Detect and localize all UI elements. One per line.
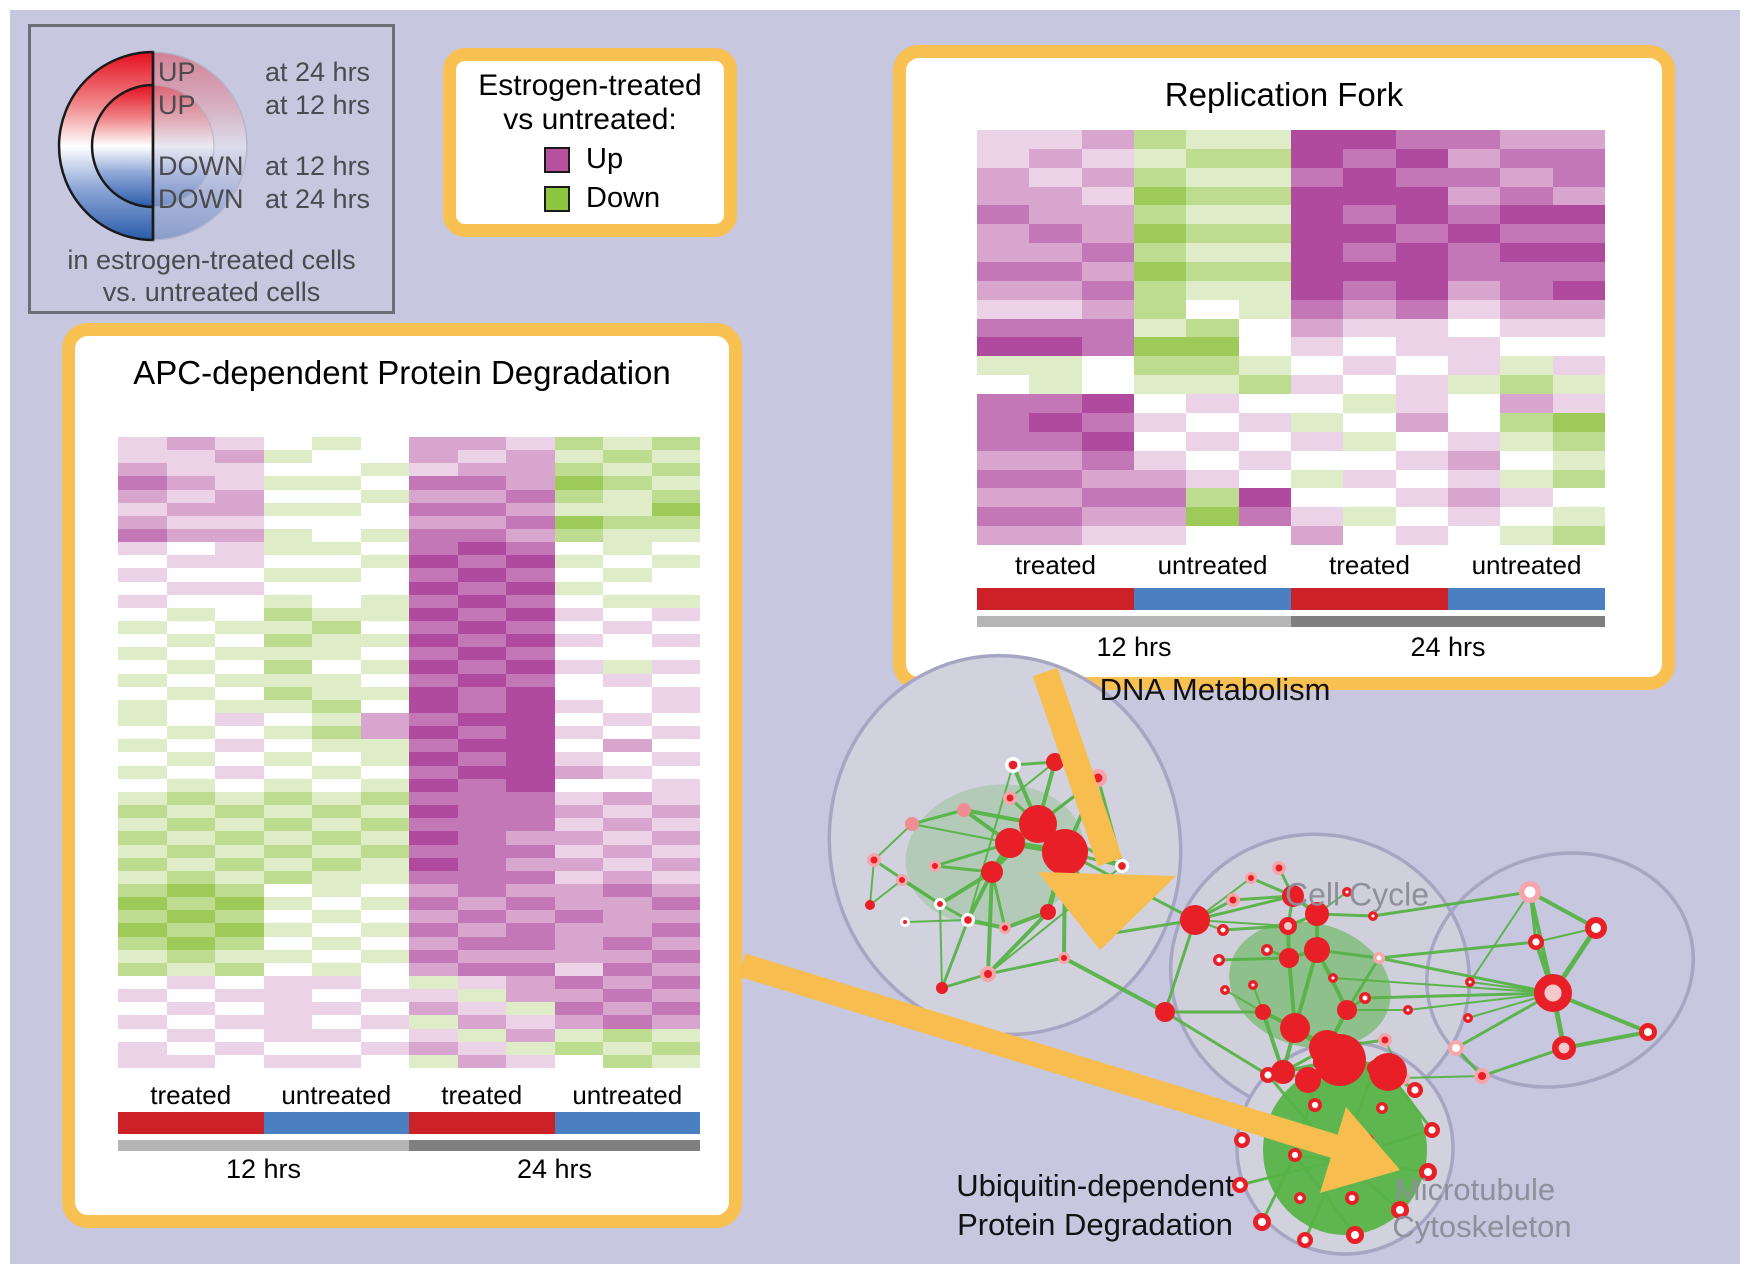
- rf-panel-title: Replication Fork: [1164, 76, 1404, 113]
- color-key-box: Estrogen-treated vs untreated: Up Down: [443, 48, 737, 237]
- ring-row-time: at 24 hrs: [265, 57, 371, 87]
- updown-ring-icon: [57, 50, 248, 242]
- ring-row-time: at 24 hrs: [265, 184, 371, 214]
- color-key-title-1: Estrogen-treated: [478, 69, 702, 102]
- network-cluster-label: Protein Degradation: [957, 1207, 1233, 1242]
- key-item-down-label: Down: [586, 182, 661, 214]
- up-swatch-icon: [544, 146, 570, 173]
- ring-legend-box: UP at 24 hrs UP at 12 hrs DOWN at 12 hrs…: [28, 24, 395, 314]
- network-cluster-label: DNA Metabolism: [1099, 672, 1331, 707]
- ring-row-dir: UP: [158, 57, 196, 87]
- rf-heatmap-panel: Replication Fork: [893, 45, 1675, 690]
- apc-panel-title: APC-dependent Protein Degradation: [133, 354, 671, 391]
- ring-row-dir: DOWN: [158, 151, 244, 181]
- down-swatch-icon: [544, 185, 570, 212]
- ring-footer-1: in estrogen-treated cells: [67, 245, 356, 275]
- key-item-up-label: Up: [586, 143, 624, 175]
- ring-footer-2: vs. untreated cells: [102, 277, 321, 307]
- apc-heatmap-panel: APC-dependent Protein Degradation: [62, 323, 742, 1228]
- ring-row-dir: DOWN: [158, 184, 244, 214]
- network-cluster-label: Cytoskeleton: [1392, 1209, 1572, 1244]
- ring-row-dir: UP: [158, 90, 196, 120]
- network-cluster-label: Ubiquitin-dependent: [956, 1168, 1234, 1203]
- color-key-title-2: vs untreated:: [503, 103, 677, 136]
- key-item-up: Up: [544, 143, 724, 176]
- key-item-down: Down: [544, 182, 724, 215]
- ring-row-time: at 12 hrs: [265, 90, 371, 120]
- network-cluster-label: Microtubule: [1394, 1172, 1556, 1207]
- ring-row-time: at 12 hrs: [265, 151, 371, 181]
- network-cluster-label: Cell Cycle: [1284, 876, 1430, 913]
